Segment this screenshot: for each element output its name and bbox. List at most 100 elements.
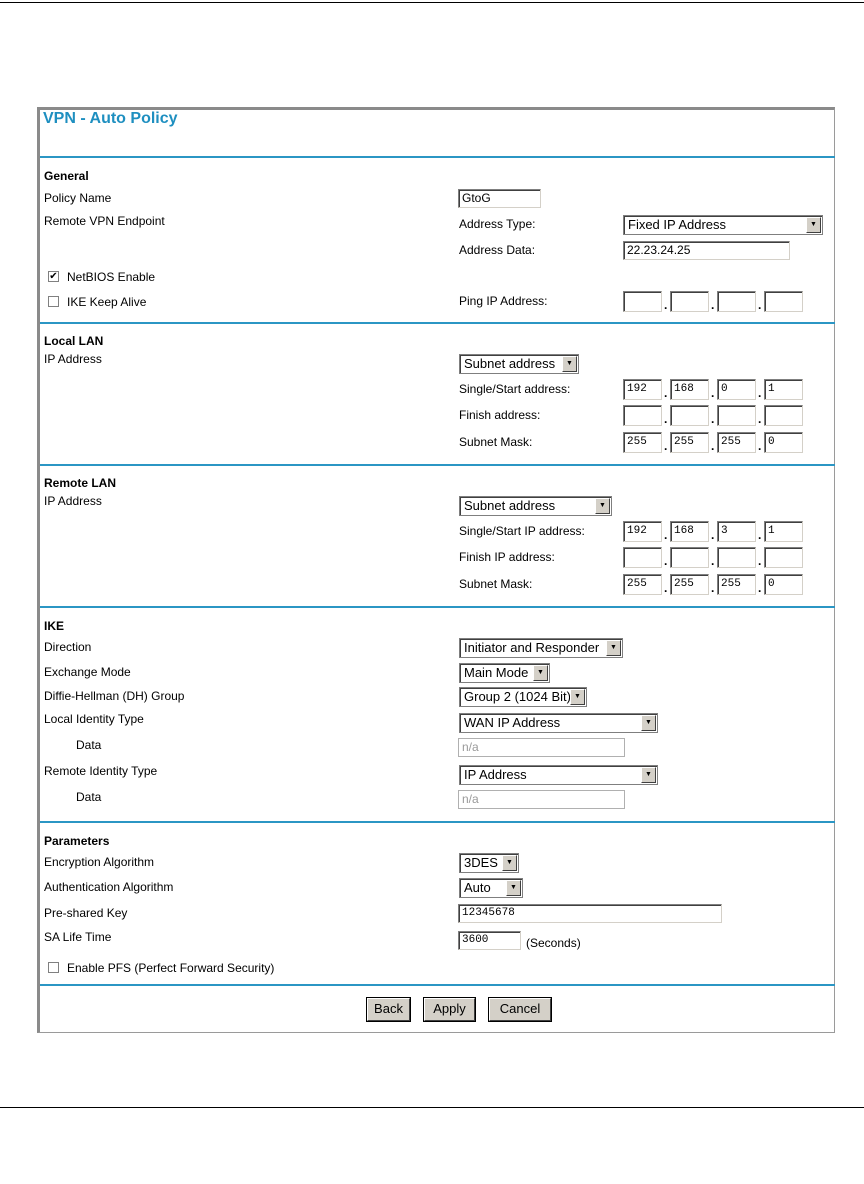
remote-ip-label: IP Address [44, 494, 102, 508]
divider [40, 984, 835, 986]
address-data-input[interactable]: 22.23.24.25 [623, 241, 790, 260]
chevron-down-icon[interactable]: ▼ [533, 665, 548, 681]
dh-group-select[interactable]: Group 2 (1024 Bit) ▼ [459, 687, 587, 707]
chevron-down-icon[interactable]: ▼ [806, 217, 821, 233]
ip-octet-input[interactable]: 168 [670, 379, 709, 400]
bottom-rule [0, 1107, 864, 1108]
ip-separator: . [758, 439, 762, 453]
ip-separator: . [711, 298, 715, 312]
address-type-select[interactable]: Fixed IP Address ▼ [623, 215, 823, 235]
ip-separator: . [758, 412, 762, 426]
exchange-mode-label: Exchange Mode [44, 665, 131, 679]
divider [40, 322, 835, 324]
ip-octet-input[interactable] [623, 405, 662, 426]
ip-octet-input[interactable] [670, 291, 709, 312]
chevron-down-icon[interactable]: ▼ [606, 640, 621, 656]
address-type-value: Fixed IP Address [628, 217, 727, 232]
ip-octet-input[interactable]: 3 [717, 521, 756, 542]
psk-label: Pre-shared Key [44, 906, 128, 920]
chevron-down-icon[interactable]: ▼ [502, 855, 517, 871]
ip-separator: . [758, 298, 762, 312]
local-finish-label: Finish address: [459, 408, 541, 422]
ip-octet-input[interactable]: 255 [623, 432, 662, 453]
chevron-down-icon[interactable]: ▼ [562, 356, 577, 372]
ike-keepalive-checkbox[interactable] [48, 296, 59, 307]
ip-octet-input[interactable]: 192 [623, 379, 662, 400]
cancel-button[interactable]: Cancel [489, 998, 551, 1021]
back-button[interactable]: Back [367, 998, 410, 1021]
ip-octet-input[interactable]: 255 [670, 432, 709, 453]
ip-octet-input[interactable]: 0 [717, 379, 756, 400]
ip-octet-input[interactable]: 0 [764, 432, 803, 453]
chevron-down-icon[interactable]: ▼ [570, 689, 585, 705]
chevron-down-icon[interactable]: ▼ [641, 715, 656, 731]
ip-separator: . [664, 412, 668, 426]
ip-octet-input[interactable]: 1 [764, 521, 803, 542]
page-title: VPN - Auto Policy [43, 110, 178, 127]
remote-identity-select[interactable]: IP Address ▼ [459, 765, 658, 785]
section-parameters: Parameters [44, 834, 110, 848]
chevron-down-icon[interactable]: ▼ [595, 498, 610, 514]
direction-value: Initiator and Responder [464, 640, 600, 655]
ip-octet-input[interactable] [670, 405, 709, 426]
ip-octet-input[interactable]: 0 [764, 574, 803, 595]
netbios-label: NetBIOS Enable [67, 270, 156, 284]
ip-octet-input[interactable] [623, 547, 662, 568]
psk-input[interactable]: 12345678 [458, 904, 722, 923]
ip-octet-input[interactable]: 1 [764, 379, 803, 400]
ip-octet-input[interactable]: 192 [623, 521, 662, 542]
pfs-checkbox[interactable] [48, 962, 59, 973]
dh-group-value: Group 2 (1024 Bit) [464, 689, 571, 704]
divider [40, 156, 835, 158]
chevron-down-icon[interactable]: ▼ [641, 767, 656, 783]
authentication-select[interactable]: Auto ▼ [459, 878, 523, 898]
local-identity-select[interactable]: WAN IP Address ▼ [459, 713, 658, 733]
ip-separator: . [758, 554, 762, 568]
remote-ip-type-value: Subnet address [464, 498, 556, 513]
ip-octet-input[interactable] [764, 547, 803, 568]
ip-octet-input[interactable] [764, 405, 803, 426]
remote-ip-type-select[interactable]: Subnet address ▼ [459, 496, 612, 516]
top-rule [0, 2, 864, 3]
local-data-label: Data [76, 738, 102, 752]
direction-select[interactable]: Initiator and Responder ▼ [459, 638, 623, 658]
dh-group-label: Diffie-Hellman (DH) Group [44, 689, 185, 703]
divider [40, 821, 835, 823]
remote-endpoint-label: Remote VPN Endpoint [44, 214, 165, 228]
divider [40, 464, 835, 466]
ip-octet-input[interactable]: 255 [717, 574, 756, 595]
chevron-down-icon[interactable]: ▼ [506, 880, 521, 896]
ip-octet-input[interactable] [670, 547, 709, 568]
vpn-policy-panel [37, 107, 835, 1033]
ip-octet-input[interactable] [717, 405, 756, 426]
remote-finish-label: Finish IP address: [459, 550, 555, 564]
encryption-select[interactable]: 3DES ▼ [459, 853, 519, 873]
sa-lifetime-input[interactable]: 3600 [458, 931, 521, 950]
section-local-lan: Local LAN [44, 334, 104, 348]
exchange-mode-select[interactable]: Main Mode ▼ [459, 663, 550, 683]
netbios-checkbox[interactable]: ✔ [48, 271, 59, 282]
ip-octet-input[interactable] [764, 291, 803, 312]
section-ike: IKE [44, 619, 65, 633]
exchange-mode-value: Main Mode [464, 665, 529, 680]
local-data-input[interactable]: n/a [458, 738, 625, 757]
ip-octet-input[interactable] [717, 547, 756, 568]
ip-separator: . [711, 581, 715, 595]
divider [40, 606, 835, 608]
ip-octet-input[interactable]: 255 [670, 574, 709, 595]
local-identity-label: Local Identity Type [44, 712, 144, 726]
ip-separator: . [664, 298, 668, 312]
section-remote-lan: Remote LAN [44, 476, 117, 490]
ip-octet-input[interactable]: 168 [670, 521, 709, 542]
local-ip-type-select[interactable]: Subnet address ▼ [459, 354, 579, 374]
apply-button[interactable]: Apply [424, 998, 475, 1021]
ip-octet-input[interactable]: 255 [623, 574, 662, 595]
ip-octet-input[interactable] [717, 291, 756, 312]
ip-octet-input[interactable] [623, 291, 662, 312]
policy-name-input[interactable]: GtoG [458, 189, 541, 208]
remote-data-input[interactable]: n/a [458, 790, 625, 809]
address-type-label: Address Type: [459, 217, 536, 231]
ip-separator: . [711, 386, 715, 400]
ip-octet-input[interactable]: 255 [717, 432, 756, 453]
